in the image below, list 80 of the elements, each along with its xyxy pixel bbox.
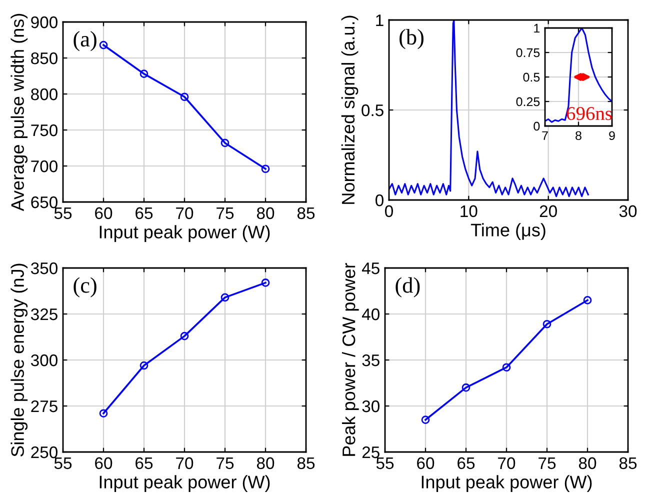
y-tick-label: 35 [362, 354, 380, 366]
x-tick-label: 70 [176, 207, 194, 220]
point [140, 361, 148, 370]
annotation: (d) [396, 277, 420, 298]
x-tick-label: 85 [297, 457, 315, 470]
y-tick-label: 325 [30, 308, 58, 320]
x-tick-label: 60 [95, 207, 112, 220]
y-tick-label: 0.75 [516, 48, 540, 58]
y-axis-title: Normalized signal (a.u.) [341, 16, 358, 204]
x-tick-label: 70 [176, 457, 194, 470]
x-tick-label: 60 [417, 457, 434, 470]
y-tick-label: 700 [31, 160, 58, 172]
x-axis-title: Input peak power (W) [422, 475, 592, 492]
annotation: (c) [74, 277, 96, 298]
line-series [545, 28, 612, 123]
y-tick-label: 1 [376, 14, 384, 26]
x-tick-label: 55 [54, 457, 72, 470]
y-tick-label: 0.5 [523, 72, 540, 82]
x-tick-label: 75 [538, 457, 556, 470]
point [583, 296, 592, 304]
x-tick-label: 20 [540, 205, 557, 218]
y-tick-label: 275 [31, 400, 58, 412]
x-axis-title: Input peak power (W) [100, 475, 270, 492]
point [140, 70, 148, 78]
x-tick-label: 85 [619, 457, 637, 470]
x-tick-label: 9 [609, 131, 615, 140]
point [99, 409, 108, 418]
x-tick-label: 60 [95, 457, 112, 470]
y-tick-label: 40 [362, 308, 380, 320]
x-tick-label: 10 [460, 205, 478, 218]
y-tick-label: 30 [362, 400, 380, 412]
x-tick-label: 65 [458, 457, 475, 470]
y-tick-label: 1 [534, 24, 540, 33]
y-tick-label: 800 [31, 88, 58, 100]
x-tick-label: 65 [136, 207, 153, 220]
annotation: (b) [400, 29, 424, 50]
y-tick-label: 25 [362, 446, 380, 458]
x-tick-label: 75 [216, 457, 234, 470]
point [220, 293, 230, 302]
y-tick-label: 850 [31, 52, 58, 64]
y-tick-label: 45 [362, 262, 380, 274]
x-tick-label: 70 [498, 457, 516, 470]
y-tick-label: 300 [30, 354, 58, 366]
y-axis-title: Single pulse energy (nJ) [10, 264, 28, 457]
point [220, 138, 230, 148]
x-axis-title: Time (μs) [470, 223, 546, 240]
x-tick-label: 8 [576, 131, 582, 140]
point [261, 278, 270, 287]
x-tick-label: 30 [619, 205, 637, 218]
x-tick-label: 55 [376, 457, 394, 470]
point [180, 92, 189, 102]
y-tick-label: 750 [31, 124, 58, 136]
y-tick-label: 0 [376, 194, 384, 206]
point [180, 332, 189, 340]
y-tick-label: 900 [31, 16, 58, 28]
annotation: (a) [74, 31, 96, 52]
x-tick-label: 75 [216, 207, 234, 220]
x-tick-label: 0 [385, 205, 393, 218]
x-tick-label: 80 [256, 457, 274, 470]
y-tick-label: 350 [30, 262, 58, 274]
y-tick-label: 650 [31, 196, 58, 208]
x-tick-label: 7 [542, 131, 548, 140]
point [502, 363, 511, 372]
x-tick-label: 80 [578, 457, 596, 470]
y-tick-label: 0 [534, 122, 540, 131]
x-tick-label: 55 [54, 207, 72, 220]
point [462, 383, 470, 392]
point [99, 40, 108, 50]
y-axis-title: Average pulse width (ns) [10, 14, 28, 212]
point [261, 164, 270, 174]
point [421, 416, 430, 424]
y-axis-title: Peak power / CW power [342, 262, 359, 456]
point [542, 320, 552, 328]
x-tick-label: 65 [136, 457, 153, 470]
x-tick-label: 80 [256, 207, 274, 220]
x-axis-title: Input peak power (W) [100, 225, 270, 242]
y-tick-label: 0.5 [362, 104, 384, 116]
y-tick-label: 0.25 [516, 97, 540, 106]
x-tick-label: 85 [297, 207, 315, 220]
y-tick-label: 250 [31, 446, 58, 458]
